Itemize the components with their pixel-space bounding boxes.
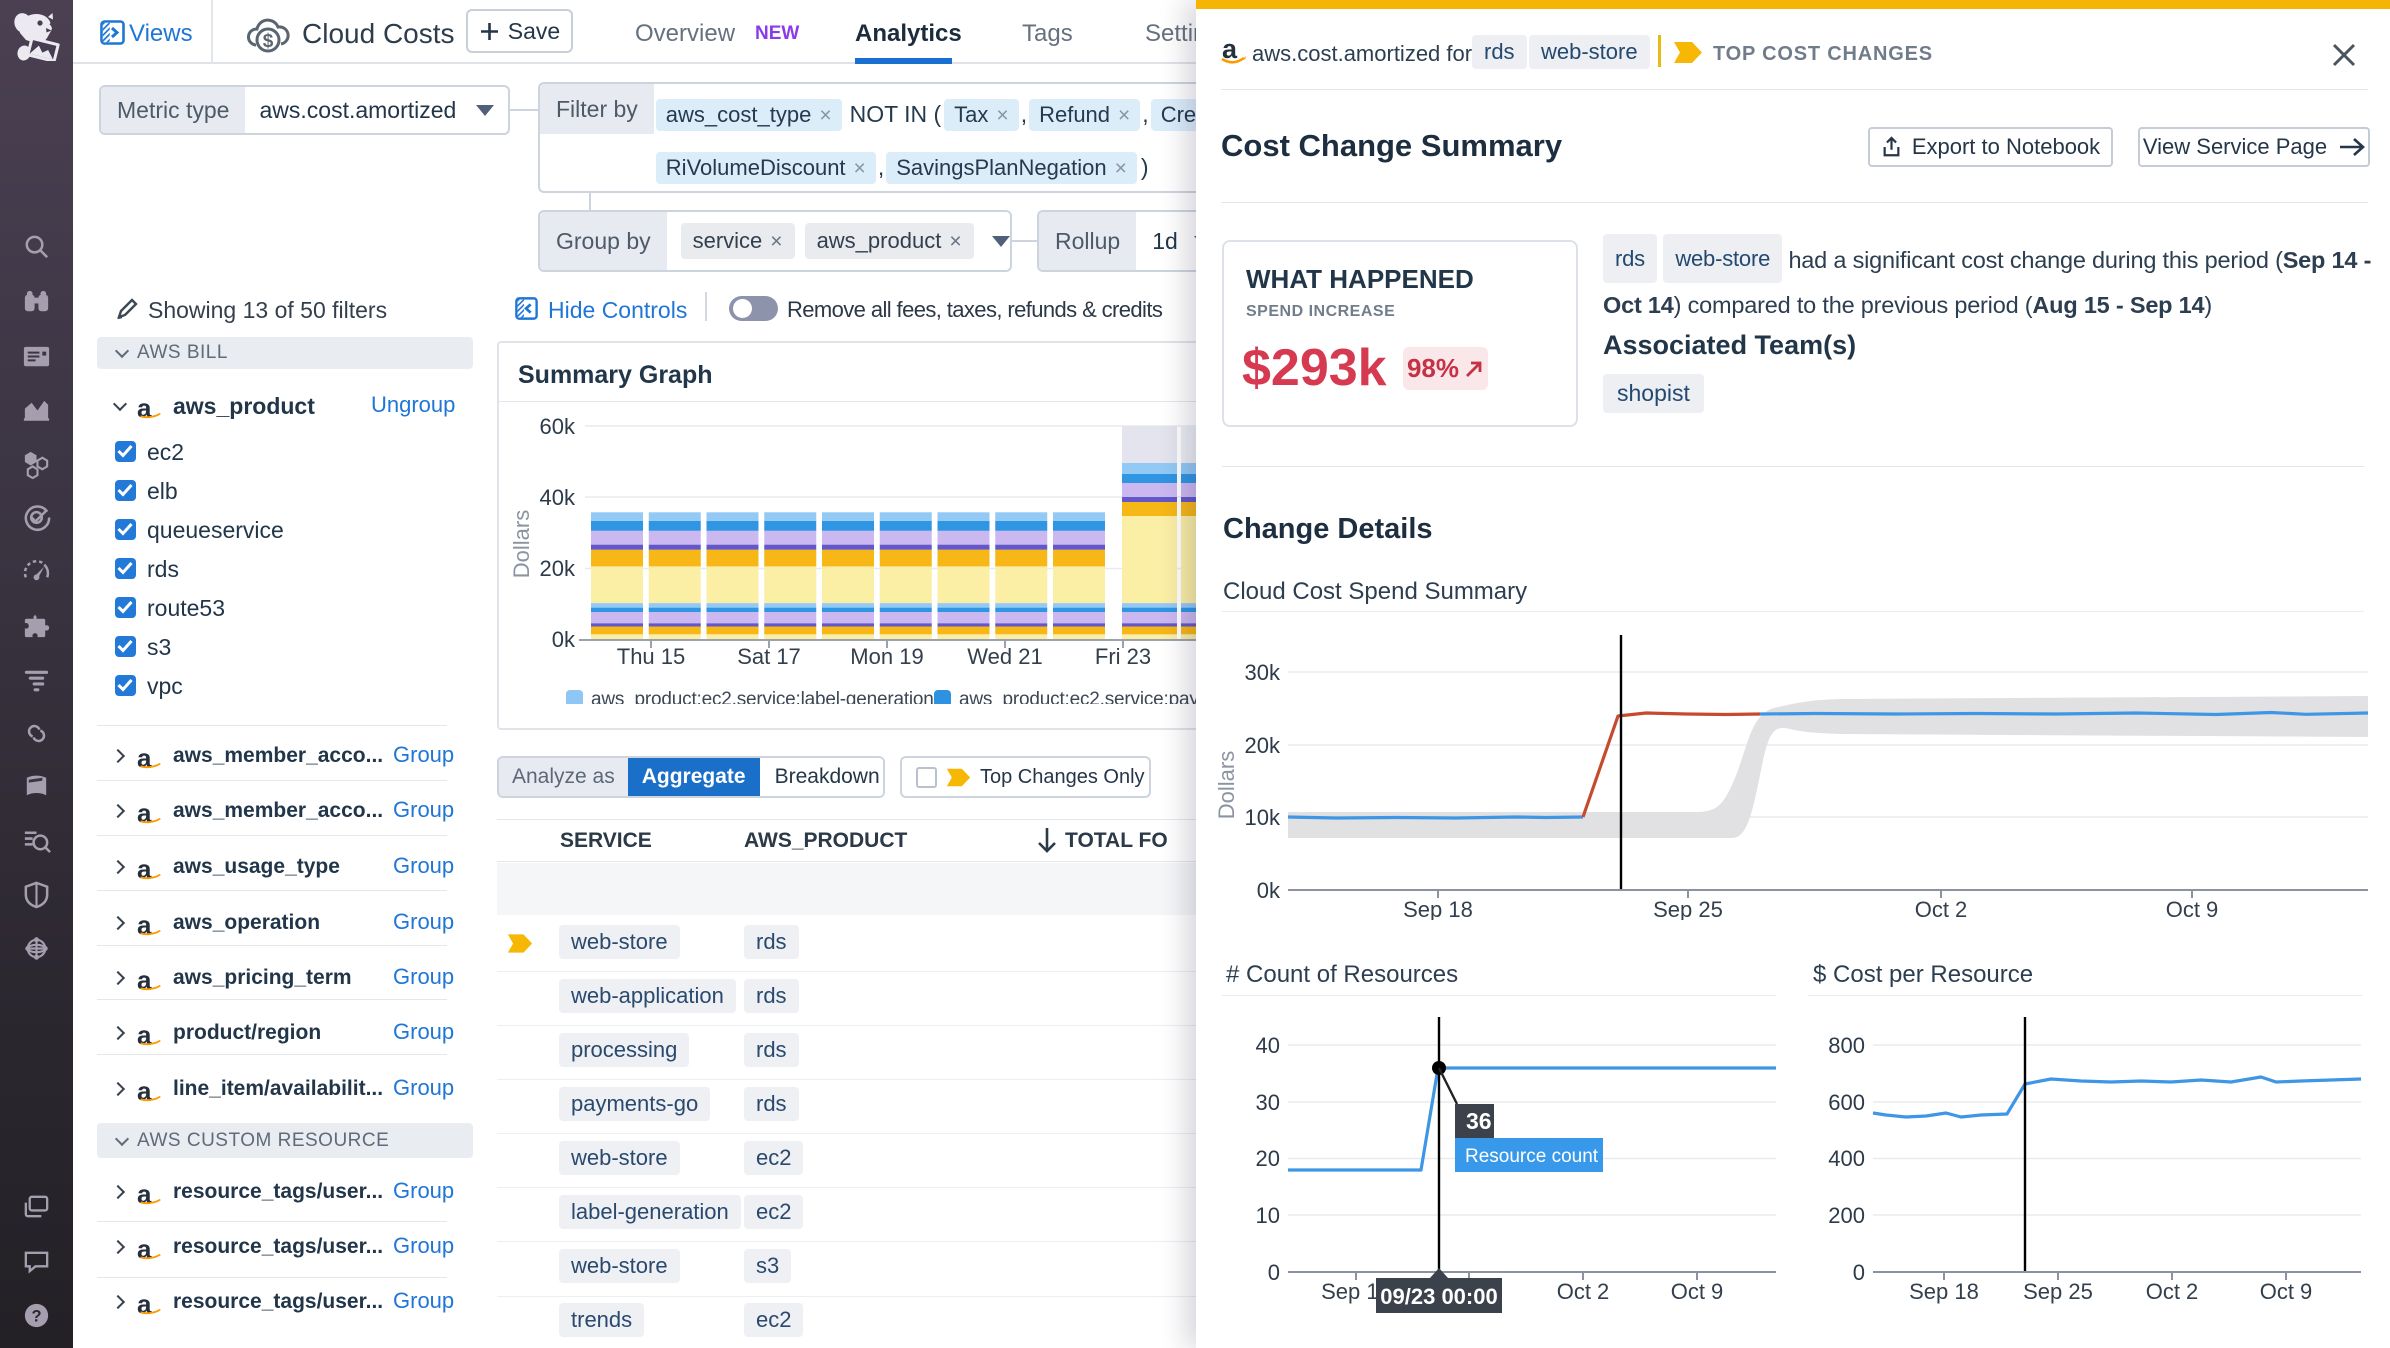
svg-text:0k: 0k	[552, 627, 576, 652]
svg-text:200: 200	[1828, 1203, 1865, 1228]
svg-text:$: $	[263, 31, 274, 52]
svg-text:0k: 0k	[1257, 878, 1281, 903]
svg-text:Sep 18: Sep 18	[1909, 1279, 1979, 1304]
svg-text:Dollars: Dollars	[509, 510, 534, 578]
svg-text:?: ?	[31, 1307, 41, 1325]
svg-text:800: 800	[1828, 1033, 1865, 1058]
svg-text:40k: 40k	[540, 485, 576, 510]
svg-text:600: 600	[1828, 1090, 1865, 1115]
svg-text:0: 0	[1853, 1260, 1865, 1285]
svg-text:20k: 20k	[540, 556, 576, 581]
svg-text:Oct 9: Oct 9	[2166, 897, 2219, 920]
svg-text:Dollars: Dollars	[1214, 751, 1239, 819]
svg-text:10k: 10k	[1245, 805, 1281, 830]
svg-text:Oct 9: Oct 9	[2260, 1279, 2313, 1304]
svg-text:Sep 25: Sep 25	[1653, 897, 1723, 920]
svg-text:0: 0	[1268, 1260, 1280, 1285]
svg-text:a: a	[1222, 36, 1238, 64]
svg-text:10: 10	[1256, 1203, 1280, 1228]
svg-text:Sep 25: Sep 25	[2023, 1279, 2093, 1304]
svg-text:Oct 2: Oct 2	[1557, 1279, 1610, 1304]
svg-text:Wed 21: Wed 21	[967, 644, 1042, 669]
svg-text:Oct 2: Oct 2	[1915, 897, 1968, 920]
svg-text:aws_product:ec2,service:payme: aws_product:ec2,service:payme	[959, 689, 1225, 704]
svg-text:36: 36	[1466, 1108, 1492, 1134]
svg-text:Oct 9: Oct 9	[1671, 1279, 1724, 1304]
svg-text:Fri 23: Fri 23	[1095, 644, 1151, 669]
svg-text:aws_product:ec2,service:label-: aws_product:ec2,service:label-generation	[591, 689, 934, 704]
svg-text:20: 20	[1256, 1146, 1280, 1171]
svg-text:60k: 60k	[540, 414, 576, 439]
svg-text:30: 30	[1256, 1090, 1280, 1115]
svg-text:40: 40	[1256, 1033, 1280, 1058]
svg-text:20k: 20k	[1245, 733, 1281, 758]
svg-text:Sat 17: Sat 17	[737, 644, 801, 669]
svg-text:09/23 00:00: 09/23 00:00	[1380, 1284, 1497, 1309]
svg-text:30k: 30k	[1245, 660, 1281, 685]
svg-text:400: 400	[1828, 1146, 1865, 1171]
svg-text:Resource count: Resource count	[1465, 1146, 1599, 1167]
svg-text:Sep 18: Sep 18	[1403, 897, 1473, 920]
svg-text:Oct 2: Oct 2	[2146, 1279, 2199, 1304]
svg-text:Thu 15: Thu 15	[617, 644, 686, 669]
svg-text:Mon 19: Mon 19	[850, 644, 923, 669]
